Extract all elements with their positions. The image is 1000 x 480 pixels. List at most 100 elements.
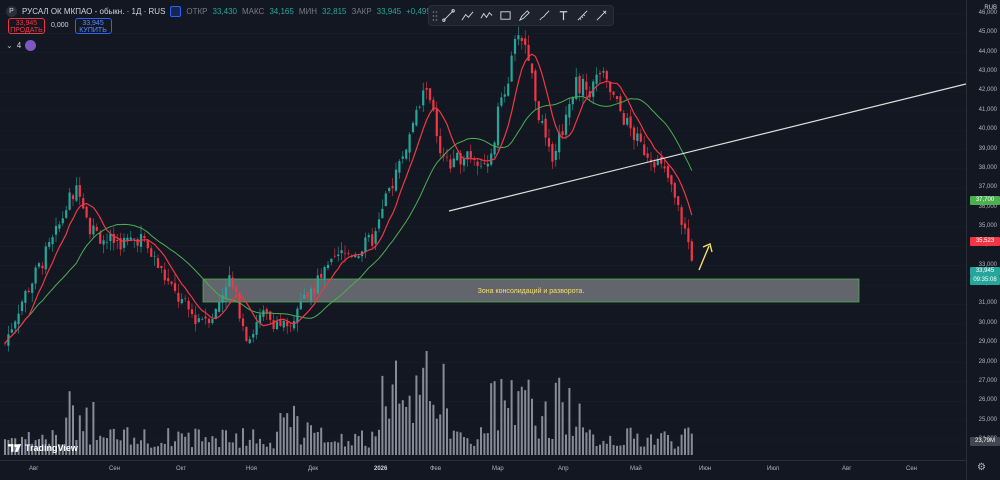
measure-icon[interactable] — [574, 7, 591, 24]
volume-bar — [520, 386, 523, 455]
candle-body — [156, 258, 160, 268]
volume-bar — [289, 427, 292, 455]
time-tick: Авг — [29, 466, 39, 472]
volume-bar — [473, 445, 476, 455]
volume-bar — [609, 435, 612, 455]
candle-body — [520, 37, 523, 41]
volume-bar — [690, 433, 693, 455]
pen-icon[interactable] — [516, 7, 533, 24]
indicators-toggle[interactable]: ⌄ 4 — [6, 40, 37, 51]
volume-bar — [163, 443, 166, 455]
buy-button[interactable]: 33,945 КУПИТЬ — [74, 18, 112, 34]
price-axis[interactable]: RUB 46,000 45,000 44,000 43,000 42,000 41,000… — [966, 0, 1000, 480]
volume-bar — [235, 433, 238, 455]
candle-body — [44, 246, 47, 270]
visibility-toggle-icon[interactable] — [170, 5, 182, 17]
volume-bar — [133, 437, 136, 455]
volume-bar — [306, 422, 309, 455]
ray-icon[interactable] — [459, 7, 476, 24]
candle-body — [207, 318, 211, 324]
candle-body — [20, 301, 24, 312]
volume-bar — [68, 391, 71, 455]
buy-label: КУПИТЬ — [79, 27, 107, 34]
indicators-count: 4 — [16, 41, 22, 50]
price-tick: 27,000 — [978, 377, 997, 384]
delete-icon[interactable] — [593, 7, 610, 24]
symbol-logo-icon: Р — [6, 5, 17, 17]
candle-body — [224, 287, 228, 298]
volume-bar — [330, 442, 333, 455]
grip-icon[interactable] — [432, 9, 438, 22]
sell-button[interactable]: 33,945 ПРОДАТЬ — [8, 18, 45, 34]
volume-bar — [463, 437, 465, 455]
volume-bar — [636, 433, 639, 455]
volume-bar — [75, 440, 78, 455]
candle-body — [27, 290, 30, 293]
price-tick: 46,000 — [978, 10, 997, 16]
volume-bar — [129, 444, 132, 455]
polyline-icon[interactable] — [478, 7, 495, 24]
candle-body — [432, 99, 435, 111]
time-tick: Дек — [308, 466, 319, 472]
time-axis[interactable]: Авг Сен Окт Ноя Дек 2026 Фев Мар Апр Май Июн Июл Авг… — [0, 460, 966, 480]
volume-bar — [605, 443, 608, 455]
candle-body — [507, 83, 510, 96]
volume-bar — [429, 401, 431, 455]
volume-bar — [269, 442, 272, 455]
volume-bar — [109, 429, 112, 455]
settings-gear-icon[interactable]: ⚙ — [977, 462, 986, 473]
text-icon[interactable] — [555, 7, 572, 24]
currency-label[interactable]: RUB — [984, 5, 997, 11]
candle-body — [394, 169, 398, 191]
volume-bar — [466, 438, 469, 455]
open-value: 33,430 — [212, 6, 237, 16]
candle-body — [609, 82, 612, 93]
candle-body — [99, 232, 102, 244]
candle-body — [683, 223, 687, 229]
candle-body — [320, 273, 323, 278]
trend-line[interactable] — [448, 83, 966, 212]
candle-body — [218, 302, 221, 312]
candle-body — [551, 144, 554, 162]
volume-bar — [299, 444, 302, 455]
drawing-toolbar — [428, 5, 614, 26]
tradingview-logo[interactable]: TradingView — [8, 443, 78, 453]
volume-bar — [7, 439, 10, 455]
candle-body — [568, 104, 571, 118]
consolidation-zone[interactable] — [202, 278, 860, 303]
price-tick: 33,000 — [978, 261, 997, 268]
volume-bar — [41, 434, 44, 455]
candle-body — [167, 278, 170, 282]
symbol-title[interactable]: РУСАЛ ОК МКПАО - обыкн. · 1Д · RUS — [22, 6, 166, 16]
volume-bar — [622, 444, 625, 455]
price-tick: 37,000 — [978, 184, 997, 191]
rectangle-icon[interactable] — [497, 7, 514, 24]
price-chart[interactable] — [0, 0, 966, 460]
up-arrow-annotation[interactable] — [698, 243, 713, 271]
volume-bar — [408, 395, 411, 455]
candle-body — [452, 158, 455, 168]
candle-body — [309, 288, 313, 301]
indicator-group-icon[interactable] — [25, 40, 37, 51]
candle-body — [456, 152, 459, 161]
candle-body — [289, 325, 292, 327]
brush-icon[interactable] — [536, 7, 553, 24]
candle-body — [690, 241, 693, 261]
volume-bar — [490, 383, 493, 455]
candle-body — [371, 234, 374, 246]
candle-body — [636, 133, 639, 141]
candle-body — [303, 294, 306, 299]
time-tick: Окт — [176, 466, 187, 472]
candle-body — [7, 334, 10, 346]
candle-body — [187, 300, 190, 310]
candle-body — [541, 121, 544, 123]
line-icon[interactable] — [440, 7, 457, 24]
candle-body — [377, 219, 381, 229]
candle-body — [367, 235, 370, 238]
collapse-chevron-icon[interactable]: ⌄ — [6, 41, 13, 50]
volume-bar — [595, 446, 598, 455]
candle-body — [527, 44, 530, 61]
candle-body — [245, 326, 248, 341]
price-tick: 26,000 — [978, 397, 997, 404]
